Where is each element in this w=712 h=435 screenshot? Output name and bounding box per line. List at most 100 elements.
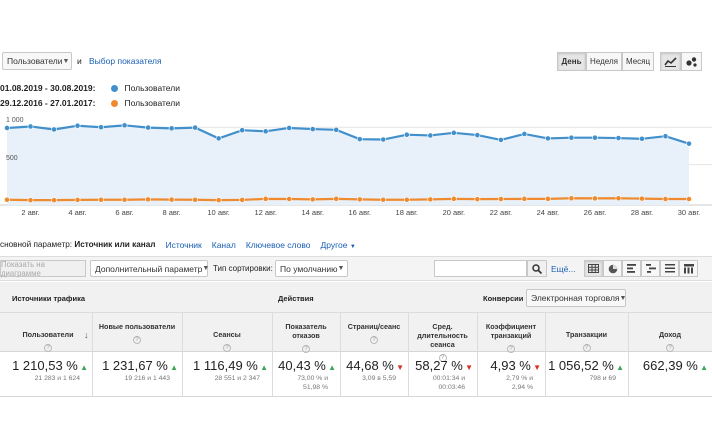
sort-select[interactable]: По умолчанию ▼ bbox=[275, 260, 348, 277]
total-value: 1 116,49 % ▲ bbox=[193, 358, 268, 373]
more-link[interactable]: Ещё... bbox=[551, 264, 576, 274]
series-point-1 bbox=[98, 196, 104, 203]
period-month-button[interactable]: Месяц bbox=[622, 52, 654, 71]
view-pivot-button[interactable] bbox=[679, 260, 698, 277]
legend-row-previous: 29.12.2016 - 27.01.2017: Пользователи bbox=[0, 98, 180, 108]
series-point-0 bbox=[262, 128, 269, 135]
help-icon: ? bbox=[223, 344, 231, 352]
arrow-down-icon: ▼ bbox=[393, 363, 404, 372]
series-point-1 bbox=[639, 195, 645, 202]
series-point-1 bbox=[403, 196, 410, 203]
bar-list-icon bbox=[626, 264, 636, 273]
total-value: 1 210,53 % ▲ bbox=[12, 358, 88, 373]
view-performance-button[interactable] bbox=[622, 260, 641, 277]
line-chart-button[interactable] bbox=[660, 52, 681, 71]
series-point-1 bbox=[615, 195, 622, 202]
series-point-1 bbox=[686, 196, 692, 202]
help-icon: ? bbox=[507, 345, 515, 353]
series-point-0 bbox=[662, 133, 669, 140]
view-pie-button[interactable] bbox=[603, 260, 622, 277]
search-icon bbox=[532, 263, 542, 274]
series-point-1 bbox=[215, 197, 222, 204]
list-icon bbox=[664, 264, 675, 273]
column-divider bbox=[272, 313, 273, 397]
series-point-1 bbox=[286, 196, 293, 202]
series-point-0 bbox=[239, 127, 246, 134]
sort-select-value: По умолчанию bbox=[280, 263, 338, 274]
series-point-0 bbox=[521, 131, 528, 137]
column-header[interactable]: Показатель отказов? bbox=[285, 322, 327, 353]
select-metric-link[interactable]: Выбор показателя bbox=[89, 56, 162, 66]
view-data-button[interactable] bbox=[584, 260, 603, 277]
x-tick-label: 8 авг. bbox=[162, 208, 181, 217]
series-point-1 bbox=[592, 195, 598, 202]
pivot-icon bbox=[683, 263, 694, 273]
column-header[interactable]: Сеансы? bbox=[213, 330, 241, 352]
series-point-1 bbox=[474, 196, 481, 203]
arrow-down-icon: ▼ bbox=[530, 363, 541, 372]
series-point-0 bbox=[568, 134, 575, 141]
help-icon: ? bbox=[438, 354, 447, 362]
dimension-link-source[interactable]: Источник bbox=[165, 240, 202, 250]
series-point-1 bbox=[568, 195, 575, 202]
metric-select[interactable]: Пользователи ▼ bbox=[2, 52, 72, 70]
bubble-chart-icon bbox=[686, 57, 697, 67]
total-value: 58,27 % ▼ bbox=[415, 358, 473, 373]
divider bbox=[0, 312, 272, 313]
period-day-button[interactable]: День bbox=[557, 52, 586, 71]
series-point-0 bbox=[286, 125, 293, 131]
column-header[interactable]: Сред. длительность сеанса? bbox=[417, 322, 468, 362]
primary-dimension-active[interactable]: Источник или канал bbox=[74, 240, 156, 249]
dimension-link-other[interactable]: Другое ▼ bbox=[320, 240, 356, 250]
x-tick-label: 12 авг. bbox=[254, 208, 277, 217]
series-point-0 bbox=[51, 126, 57, 133]
x-tick-label: 6 авг. bbox=[115, 208, 134, 217]
total-breakdown: 00:01:34 и 00:03:46 bbox=[432, 375, 465, 391]
divider bbox=[477, 312, 712, 313]
series-point-1 bbox=[27, 197, 34, 204]
dimension-link-channel[interactable]: Канал bbox=[211, 240, 236, 250]
series-point-0 bbox=[356, 136, 363, 143]
show-in-chart-button[interactable]: Показать на диаграмме bbox=[0, 260, 86, 278]
conversions-select[interactable]: Электронная торговля ▼ bbox=[526, 289, 626, 307]
view-termcloud-button[interactable] bbox=[660, 260, 679, 277]
legend-dot-blue bbox=[111, 84, 119, 92]
series-point-0 bbox=[27, 123, 34, 130]
column-header[interactable]: Коэффициент транзакций? bbox=[485, 322, 537, 353]
column-header[interactable]: Доход? bbox=[658, 330, 682, 352]
period-week-button[interactable]: Неделя bbox=[586, 52, 622, 71]
column-header[interactable]: Транзакции? bbox=[565, 330, 608, 352]
column-header[interactable]: Пользователи? bbox=[22, 330, 74, 352]
arrow-up-icon: ▲ bbox=[77, 363, 88, 372]
x-tick-label: 22 авг. bbox=[489, 208, 513, 217]
series-point-0 bbox=[121, 122, 128, 129]
total-breakdown: 2,79 % и 2,94 % bbox=[506, 375, 533, 391]
column-header[interactable]: Новые пользователи? bbox=[98, 322, 176, 344]
arrow-up-icon: ▲ bbox=[697, 363, 708, 372]
series-point-0 bbox=[544, 135, 551, 142]
series-point-0 bbox=[450, 129, 457, 136]
column-divider bbox=[92, 313, 93, 397]
chevron-down-icon: ▼ bbox=[337, 265, 345, 272]
secondary-dimension-select[interactable]: Дополнительный параметр ▼ bbox=[90, 260, 209, 277]
table-search-input[interactable] bbox=[434, 260, 527, 277]
group-actions: Действия bbox=[278, 294, 314, 303]
total-breakdown: 28 551 и 2 347 bbox=[214, 375, 260, 382]
column-header[interactable]: Страниц/сеанс? bbox=[347, 322, 401, 344]
sort-label: Тип сортировки: bbox=[213, 264, 273, 273]
series-point-1 bbox=[262, 195, 269, 202]
dimension-link-keyword[interactable]: Ключевое слово bbox=[245, 240, 311, 250]
x-tick-label: 26 авг. bbox=[583, 208, 607, 217]
series-point-0 bbox=[592, 134, 598, 141]
column-divider bbox=[477, 313, 478, 397]
legend-range: 01.08.2019 - 30.08.2019: bbox=[0, 83, 96, 93]
legend-series-name: Пользователи bbox=[124, 98, 180, 108]
motion-chart-button[interactable] bbox=[681, 52, 702, 71]
x-tick-label: 4 авг. bbox=[68, 208, 87, 217]
total-value: 1 231,67 % ▲ bbox=[102, 358, 178, 373]
search-button[interactable] bbox=[527, 260, 547, 277]
x-tick-label: 2 авг. bbox=[21, 208, 40, 217]
series-point-0 bbox=[145, 124, 152, 131]
pie-icon bbox=[608, 264, 617, 273]
view-comparison-button[interactable] bbox=[641, 260, 660, 277]
